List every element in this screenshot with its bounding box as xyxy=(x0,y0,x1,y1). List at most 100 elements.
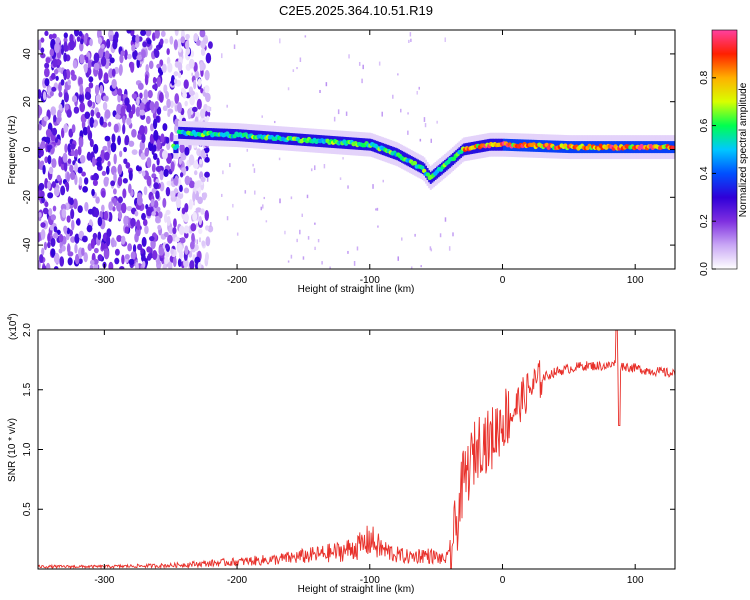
noise-cell xyxy=(78,76,83,87)
faint-cell xyxy=(210,222,212,228)
noise-cell xyxy=(106,228,112,238)
faint-cell xyxy=(376,207,379,211)
noise-cell xyxy=(194,92,199,100)
noise-cell xyxy=(158,246,165,256)
noise-cell xyxy=(124,226,129,234)
noise-cell xyxy=(69,197,74,206)
noise-cell xyxy=(155,190,160,200)
noise-cell xyxy=(147,90,153,99)
noise-cell xyxy=(94,173,99,181)
faint-cell xyxy=(292,69,295,72)
faint-cell xyxy=(296,238,298,243)
noise-cell xyxy=(141,49,146,59)
faint-cell xyxy=(347,185,349,189)
faint-cell xyxy=(252,163,254,167)
noise-cell xyxy=(124,49,128,61)
faint-cell xyxy=(348,54,350,59)
snr-series-line xyxy=(38,330,675,569)
noise-cell xyxy=(180,152,187,161)
x-tick-label: -300 xyxy=(94,275,114,286)
noise-cell xyxy=(124,254,130,260)
x-tick-label: -300 xyxy=(94,575,114,586)
noise-cell xyxy=(66,109,72,118)
faint-cell xyxy=(279,38,281,44)
noise-cell xyxy=(173,177,178,186)
noise-cell xyxy=(88,76,94,83)
noise-cell xyxy=(42,265,47,269)
noise-cell xyxy=(91,175,96,181)
noise-cell xyxy=(83,33,88,45)
faint-cell xyxy=(302,256,305,260)
noise-cell xyxy=(156,106,162,115)
noise-cell xyxy=(47,145,51,153)
noise-cell xyxy=(155,115,160,123)
noise-cell xyxy=(92,232,98,240)
noise-cell xyxy=(142,219,148,227)
noise-cell xyxy=(128,110,134,119)
noise-cell xyxy=(40,37,45,43)
faint-cell xyxy=(356,246,359,251)
faint-cell xyxy=(287,260,290,263)
noise-cell xyxy=(114,257,120,265)
faint-cell xyxy=(306,194,309,199)
noise-cell xyxy=(165,186,171,197)
noise-cell xyxy=(178,158,182,165)
noise-cell xyxy=(104,135,111,142)
noise-cell xyxy=(53,68,59,75)
noise-cell xyxy=(136,219,141,231)
noise-cell xyxy=(93,62,100,71)
faint-cell xyxy=(319,89,321,93)
noise-cell xyxy=(128,183,132,194)
noise-cell xyxy=(166,48,170,56)
faint-cell xyxy=(444,217,447,222)
noise-cell xyxy=(119,150,123,158)
noise-cell xyxy=(78,176,83,187)
noise-cell xyxy=(192,160,199,169)
noise-cell xyxy=(199,108,206,119)
noise-cell xyxy=(47,192,54,199)
noise-cell xyxy=(53,114,57,123)
noise-cell xyxy=(58,91,63,98)
noise-cell xyxy=(137,82,144,91)
noise-cell xyxy=(39,254,44,264)
noise-cell xyxy=(41,247,45,256)
noise-cell xyxy=(91,188,95,197)
figure-title: C2E5.2025.364.10.51.R19 xyxy=(279,3,433,18)
noise-cell xyxy=(127,243,132,252)
noise-cell xyxy=(179,172,184,178)
faint-cell xyxy=(362,64,364,70)
noise-cell xyxy=(79,42,84,52)
noise-cell xyxy=(126,104,132,113)
noise-cell xyxy=(160,30,166,37)
noise-cell xyxy=(58,155,62,167)
noise-cell xyxy=(85,56,89,64)
noise-cell xyxy=(87,100,93,108)
noise-cell xyxy=(79,54,85,64)
noise-cell xyxy=(48,33,53,40)
noise-cell xyxy=(204,85,210,94)
noise-cell xyxy=(141,236,147,248)
noise-cell xyxy=(100,242,105,250)
faint-cell xyxy=(278,157,281,161)
noise-cell xyxy=(139,124,145,136)
noise-cell xyxy=(140,30,147,37)
noise-cell xyxy=(163,168,169,178)
noise-cell xyxy=(149,133,154,144)
snr-x-label: Height of straight line (km) xyxy=(298,584,415,595)
noise-cell xyxy=(163,213,168,224)
noise-cell xyxy=(93,207,100,218)
noise-cell xyxy=(136,166,142,172)
noise-cell xyxy=(52,58,58,68)
noise-cell xyxy=(97,231,102,240)
faint-cell xyxy=(452,232,454,237)
noise-cell xyxy=(63,70,67,81)
noise-cell xyxy=(45,262,51,269)
noise-cell xyxy=(61,245,66,252)
noise-cell xyxy=(207,41,213,49)
faint-cell xyxy=(220,193,223,197)
noise-cell xyxy=(204,156,210,163)
faint-cell xyxy=(419,138,422,142)
noise-cell xyxy=(97,37,103,45)
noise-cell xyxy=(77,145,82,156)
noise-cell xyxy=(192,191,196,203)
